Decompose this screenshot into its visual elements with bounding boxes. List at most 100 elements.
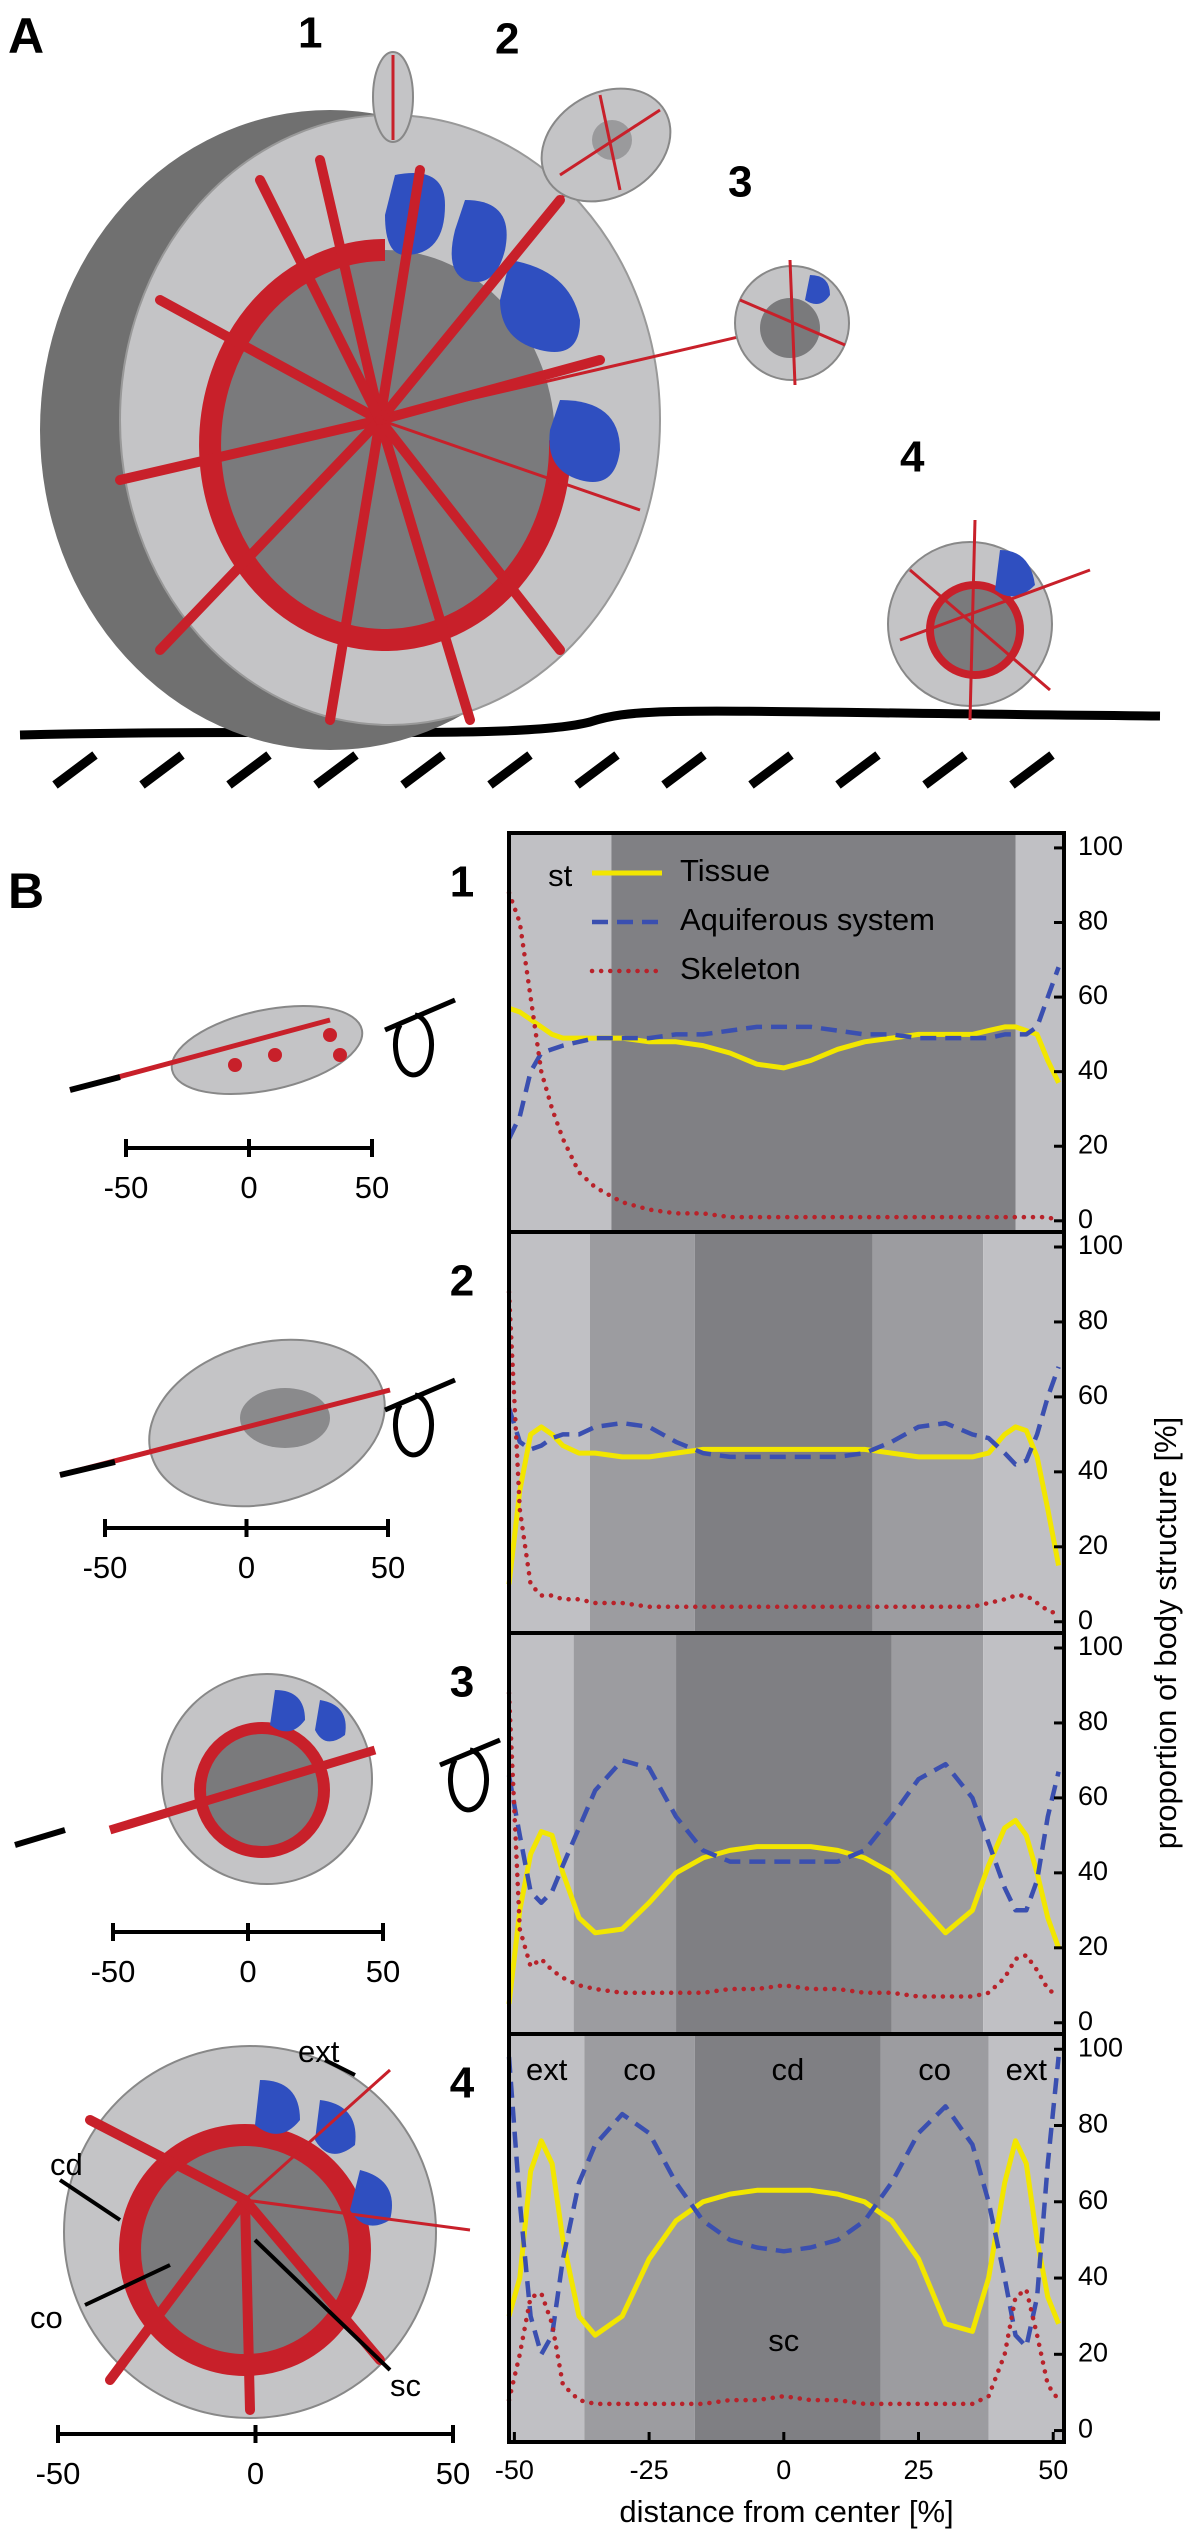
region-label: ext [1006, 2052, 1048, 2087]
scale-bar-label: 50 [355, 1170, 389, 1205]
x-tick-label: -25 [630, 2455, 669, 2485]
region [694, 2034, 881, 2442]
wheel-number: 2 [495, 15, 519, 64]
scale-bar-label: -50 [83, 1550, 128, 1585]
y-tick-label: 60 [1078, 1781, 1108, 1811]
y-tick-label: 20 [1078, 1530, 1108, 1560]
y-tick-label: 60 [1078, 2185, 1108, 2215]
y-tick-label: 80 [1078, 1706, 1108, 1736]
region [589, 1232, 695, 1633]
panel-a-drawing: A 1 2 3 4 [8, 8, 1161, 789]
large-wheel [40, 110, 791, 750]
y-tick-label: 100 [1078, 2032, 1123, 2062]
region [694, 1232, 873, 1633]
y-tick-label: 20 [1078, 2337, 1108, 2367]
scale-bar-label: 0 [239, 1954, 256, 1989]
section-2 [59, 1338, 456, 1508]
scale-bar-label: 0 [247, 2456, 264, 2491]
y-tick-label: 80 [1078, 2109, 1108, 2139]
y-tick-label: 0 [1078, 1605, 1093, 1635]
y-tick-label: 0 [1078, 1204, 1093, 1234]
section-3 [14, 1673, 501, 1885]
region [983, 1232, 1064, 1633]
drawing-label: co [30, 2300, 63, 2335]
wheel-4 [887, 519, 1091, 721]
panel-number: 1 [450, 858, 474, 907]
y-tick-label: 0 [1078, 2414, 1093, 2444]
y-tick-label: 40 [1078, 2261, 1108, 2291]
x-tick-label: 0 [776, 2455, 791, 2485]
region-label: ext [526, 2052, 568, 2087]
region [988, 2034, 1064, 2442]
y-axis-label: proportion of body structure [%] [1148, 1417, 1183, 1850]
region-label: co [918, 2052, 951, 2087]
scale-bar-label: 0 [238, 1550, 255, 1585]
legend-label: Aquiferous system [680, 902, 935, 937]
series-line [508, 1005, 1061, 1084]
series-line [506, 2138, 1061, 2338]
y-tick-label: 20 [1078, 1129, 1108, 1159]
scale-bar-label: -50 [36, 2456, 81, 2491]
ground [19, 706, 1161, 740]
x-tick-label: 50 [1038, 2455, 1068, 2485]
x-axis-label: distance from center [%] [619, 2494, 953, 2529]
drawing-label: ext [298, 2034, 340, 2069]
scale-bar-label: 0 [240, 1170, 257, 1205]
y-tick-label: 40 [1078, 1455, 1108, 1485]
wheel-number: 3 [728, 158, 752, 207]
ground-hatch [52, 751, 1055, 789]
scale-bars: -50 0 50 -50 0 50 -50 0 50 -50 0 50 [36, 1139, 470, 2491]
region [509, 833, 612, 1232]
series-line [506, 1424, 1062, 1585]
y-tick-label: 80 [1078, 906, 1108, 936]
series-line [506, 966, 1061, 1140]
scale-bar-label: 50 [366, 1954, 400, 1989]
series-line [506, 1758, 1061, 1913]
region-label: co [623, 2052, 656, 2087]
region [573, 1633, 677, 2034]
legend-label: Tissue [680, 853, 770, 888]
panel-number: 3 [450, 1658, 474, 1707]
wheel-number: 1 [298, 9, 322, 58]
region [584, 2034, 695, 2442]
x-tick-label: 25 [903, 2455, 933, 2485]
panel-b-drawings: B [8, 863, 501, 2419]
legend-label: Skeleton [680, 951, 801, 986]
wheel-2 [540, 87, 672, 203]
figure-label: B [8, 863, 44, 919]
scale-bar-label: -50 [91, 1954, 136, 1989]
series-line [506, 1817, 1061, 2005]
y-tick-label: 40 [1078, 1856, 1108, 1886]
region [676, 1633, 892, 2034]
series-line [506, 2056, 1061, 2357]
wheel-3 [734, 259, 850, 386]
series-line [506, 2287, 1061, 2407]
y-tick-label: 100 [1078, 1631, 1123, 1661]
wheel-number: 4 [900, 433, 925, 482]
region [509, 2034, 585, 2442]
series-line [506, 1366, 1061, 1467]
panel-number: 4 [450, 2059, 475, 2108]
region [891, 1633, 984, 2034]
wheel-1 [372, 51, 414, 143]
scale-bar-label: 50 [436, 2456, 470, 2491]
region-label: cd [771, 2052, 804, 2087]
series-line [506, 1289, 1061, 1617]
y-tick-label: 100 [1078, 1230, 1123, 1260]
y-tick-label: 80 [1078, 1305, 1108, 1335]
y-tick-label: 60 [1078, 1380, 1108, 1410]
scale-bar-label: 50 [371, 1550, 405, 1585]
annotation: sc [768, 2323, 799, 2358]
figure-label: A [8, 8, 44, 64]
section-1 [69, 997, 456, 1096]
region-label: st [548, 858, 573, 893]
plot-frame [507, 2032, 1066, 2444]
y-tick-label: 40 [1078, 1055, 1108, 1085]
drawing-label: cd [50, 2147, 83, 2182]
section-4: ext cd co sc [30, 2034, 471, 2419]
x-tick-label: -50 [495, 2455, 534, 2485]
region [880, 2034, 989, 2442]
